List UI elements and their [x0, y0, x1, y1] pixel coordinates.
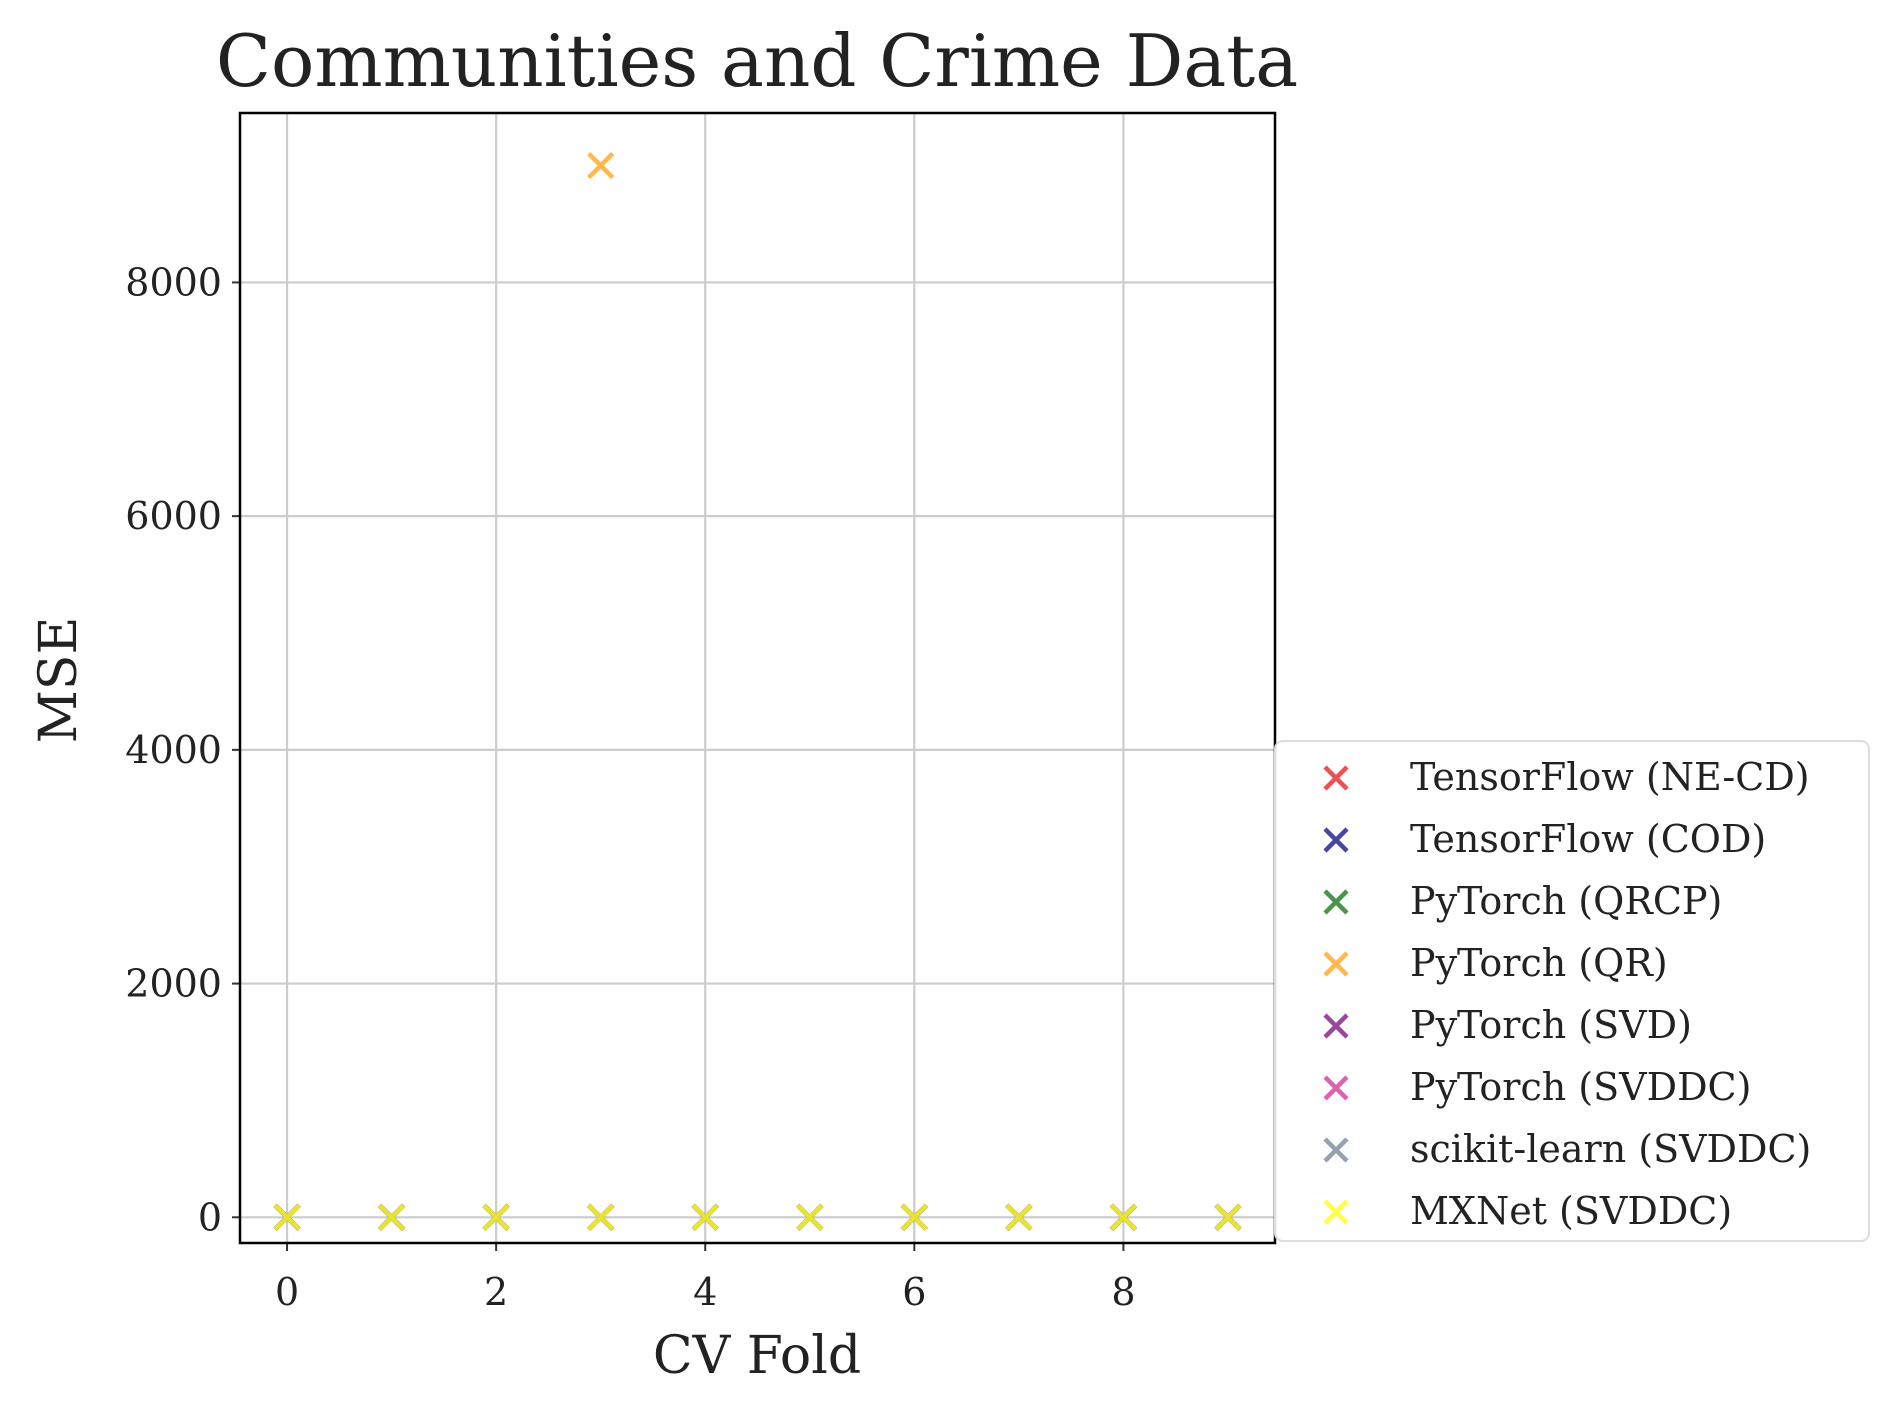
data-point [482, 1203, 510, 1231]
data-point [273, 1203, 301, 1231]
legend-label: MXNet (SVDDC) [1410, 1189, 1732, 1233]
legend-marker [1323, 827, 1349, 853]
legend-label: PyTorch (QR) [1410, 941, 1668, 985]
y-tick-label: 0 [198, 1195, 222, 1239]
data-point [900, 1203, 928, 1231]
legend-marker [1323, 1137, 1349, 1163]
x-tick-label: 6 [902, 1270, 926, 1314]
data-point [691, 1203, 719, 1231]
x-tick-label: 4 [693, 1270, 717, 1314]
axis-ticks: 0 2 4 6 8 0 2000 4000 6000 8000 [125, 260, 1135, 1314]
data-point [1214, 1203, 1242, 1231]
legend-label: TensorFlow (NE-CD) [1410, 755, 1810, 799]
legend: TensorFlow (NE-CD) TensorFlow (COD) PyTorc… [1274, 740, 1870, 1242]
legend-marker [1323, 765, 1349, 791]
data-point [377, 1203, 406, 1231]
x-axis-label: CV Fold [653, 1326, 861, 1386]
y-tick-label: 4000 [125, 728, 222, 772]
legend-label: scikit-learn (SVDDC) [1410, 1127, 1811, 1171]
y-tick-label: 8000 [125, 260, 222, 304]
legend-marker [1323, 1075, 1349, 1101]
legend-label: PyTorch (SVDDC) [1410, 1065, 1751, 1109]
legend-marker [1323, 1013, 1349, 1039]
legend-label: PyTorch (QRCP) [1410, 879, 1722, 923]
y-axis-label: MSE [29, 617, 89, 744]
data-point [1109, 1203, 1138, 1231]
grid [240, 113, 1275, 1243]
x-tick-label: 0 [275, 1270, 299, 1314]
legend-label: TensorFlow (COD) [1410, 817, 1766, 861]
legend-marker [1323, 1199, 1349, 1225]
legend-box [1274, 740, 1870, 1242]
x-tick-label: 2 [484, 1270, 508, 1314]
chart-title: Communities and Crime Data [216, 19, 1298, 103]
x-tick-label: 8 [1111, 1270, 1135, 1314]
legend-marker [1323, 889, 1349, 915]
data-points [273, 151, 1242, 1231]
plot-frame [238, 111, 1277, 1245]
y-tick-label: 2000 [125, 962, 222, 1006]
data-point [1005, 1203, 1033, 1231]
legend-marker [1323, 951, 1349, 977]
data-point [796, 1203, 824, 1231]
data-point [587, 151, 615, 180]
data-point [587, 1203, 615, 1231]
y-tick-label: 6000 [125, 494, 222, 538]
legend-label: PyTorch (SVD) [1410, 1003, 1692, 1047]
